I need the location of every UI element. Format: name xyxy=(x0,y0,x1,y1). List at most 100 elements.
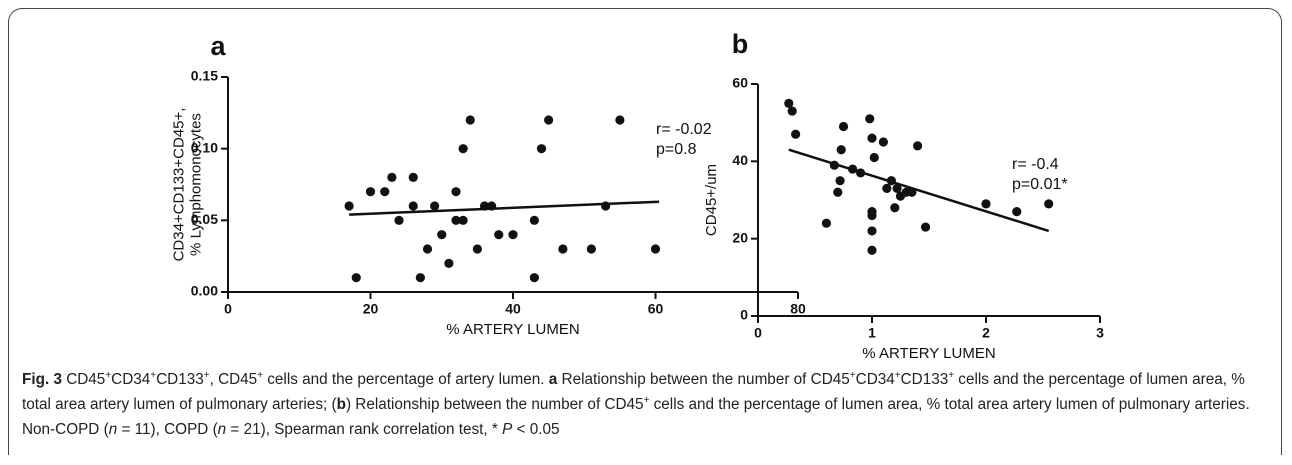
y-axis-label: % Lymphomonocytes xyxy=(187,113,204,256)
caption-run: cells and the percentage of lumen area, … xyxy=(22,396,1254,438)
point xyxy=(387,172,397,182)
point xyxy=(422,244,433,254)
point xyxy=(892,183,902,193)
caption-run: CD133 xyxy=(156,371,204,388)
trend-line xyxy=(788,148,1050,233)
point xyxy=(465,115,475,125)
annotation: p=0.8 xyxy=(656,141,697,158)
caption-run: + xyxy=(203,369,210,381)
caption: Fig. 3 CD45+CD34+CD133+, CD45+ cells and… xyxy=(22,367,1272,442)
caption-run: CD133 xyxy=(900,371,949,388)
y-tick-label: 0.10 xyxy=(191,139,218,155)
caption-run: = 21), Spearman rank correlation test, * xyxy=(226,421,503,438)
caption-run: CD34 xyxy=(855,371,895,388)
point xyxy=(878,137,889,147)
point xyxy=(415,273,425,283)
point xyxy=(586,244,596,254)
point xyxy=(380,187,390,197)
point xyxy=(444,258,454,268)
y-tick-label: 0.05 xyxy=(191,211,218,227)
y-axis-label: CD45+/um xyxy=(703,164,720,236)
point xyxy=(650,244,661,254)
point xyxy=(458,215,468,225)
point xyxy=(835,176,845,186)
figure: a0.000.050.100.150 20 40 60 80% ARTERY LUMEN… xyxy=(170,29,1104,362)
point xyxy=(867,210,877,221)
panel-label: b xyxy=(732,29,749,59)
caption-run: ) Relationship between the number of CD4… xyxy=(345,396,644,413)
point xyxy=(907,187,917,197)
point xyxy=(394,215,404,225)
annotation: p=0.01* xyxy=(1012,176,1068,193)
point xyxy=(838,121,849,132)
point xyxy=(487,201,497,211)
x-tick-label: 20 xyxy=(363,301,379,317)
point xyxy=(529,273,539,283)
caption-run: Fig. 3 xyxy=(22,371,62,388)
y-tick-label: 60 xyxy=(732,75,748,91)
caption-run: Relationship between the number of CD45 xyxy=(557,371,850,388)
caption-run: + xyxy=(643,394,650,406)
caption-run: n xyxy=(108,421,118,438)
caption-run: P xyxy=(502,421,513,438)
point xyxy=(920,222,931,232)
point xyxy=(451,215,461,225)
point xyxy=(508,230,518,240)
caption-run: + xyxy=(105,369,112,381)
point xyxy=(365,187,376,197)
panel-label: a xyxy=(210,31,226,61)
point xyxy=(787,106,797,116)
annotation: r= -0.02 xyxy=(656,121,712,138)
point xyxy=(430,201,440,211)
x-tick-label: 2 xyxy=(982,325,990,341)
point xyxy=(344,201,354,211)
x-tick-label: 1 xyxy=(868,325,876,341)
caption-run: + xyxy=(948,369,955,381)
caption-run: CD45 xyxy=(61,371,106,388)
x-tick-label: 80 xyxy=(790,301,806,317)
point xyxy=(494,230,504,240)
point xyxy=(536,144,547,154)
point xyxy=(981,199,991,209)
point xyxy=(1012,207,1022,217)
y-axis-label: CD34+CD133+CD45+, xyxy=(170,108,187,262)
point xyxy=(890,203,900,213)
point xyxy=(472,244,482,254)
y-tick-label: 0.15 xyxy=(191,68,218,84)
caption-run: CD34 xyxy=(111,371,151,388)
point xyxy=(784,98,794,108)
point xyxy=(451,187,461,197)
y-tick-label: 0.00 xyxy=(191,283,218,299)
point xyxy=(601,201,611,211)
point xyxy=(544,115,554,125)
point xyxy=(821,218,832,228)
caption-run: < 0.05 xyxy=(512,421,560,438)
caption-run: = 11), COPD ( xyxy=(117,421,218,438)
caption-run: + xyxy=(849,369,856,381)
caption-run: + xyxy=(150,369,157,381)
point xyxy=(833,187,843,197)
caption-run: + xyxy=(894,369,901,381)
point xyxy=(437,230,447,240)
y-tick-label: 40 xyxy=(732,152,748,168)
point xyxy=(867,133,877,143)
point xyxy=(836,145,846,155)
point xyxy=(791,129,801,139)
point xyxy=(479,201,490,211)
caption-run: n xyxy=(217,421,227,438)
point xyxy=(848,164,858,174)
y-tick-label: 20 xyxy=(732,229,748,245)
annotation: r= -0.4 xyxy=(1012,156,1059,173)
x-tick-label: 0 xyxy=(224,301,232,317)
caption-run: , CD45 xyxy=(209,371,258,388)
point xyxy=(829,160,839,170)
point xyxy=(856,168,866,178)
point xyxy=(558,244,568,254)
point xyxy=(458,144,468,154)
caption-run: + xyxy=(257,369,264,381)
point xyxy=(408,201,418,211)
point xyxy=(867,226,877,236)
caption-run: cells and the percentage of lumen area, … xyxy=(22,371,1250,413)
y-tick-label: 0 xyxy=(740,307,748,323)
